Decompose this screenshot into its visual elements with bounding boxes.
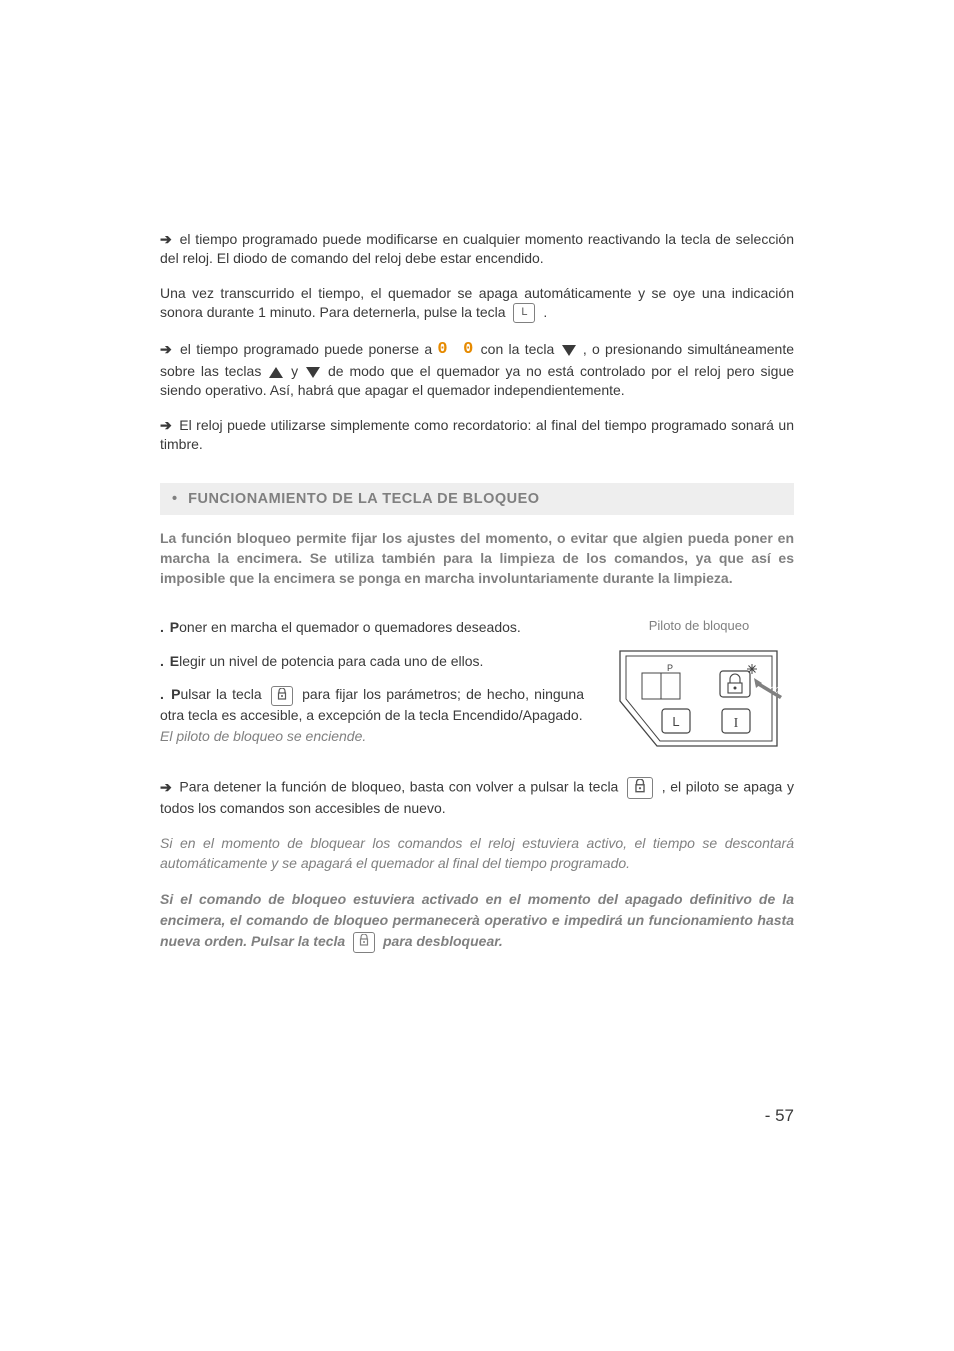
warning-lock-persist: Si el comando de bloqueo estuviera activ… [160,889,794,953]
section-header-bloqueo: • FUNCIONAMIENTO DE LA TECLA DE BLOQUEO [160,483,794,515]
diagram-column: Piloto de bloqueo P [604,618,794,759]
step-cap: E [170,653,179,669]
section-title: FUNCIONAMIENTO DE LA TECLA DE BLOQUEO [188,491,539,507]
arrow-icon: ➔ [160,779,172,795]
step-text: oner en marcha el quemador o quemadores … [179,619,521,635]
digital-display-icon: 0 0 [437,340,475,359]
step-2: . Elegir un nivel de potencia para cada … [160,652,584,672]
triangle-up-icon [269,367,283,378]
step-text: ulsar la tecla [180,686,266,702]
paragraph-reset-zero: ➔ el tiempo programado puede ponerse a 0… [160,339,794,400]
control-panel-diagram: P [612,641,787,756]
arrow-icon: ➔ [160,231,172,247]
svg-text:P: P [666,663,672,673]
lock-key-icon [627,777,653,799]
step-cap: P [170,619,179,635]
paragraph-unlock: ➔ Para detener la función de bloqueo, ba… [160,777,794,818]
text: Para detener la función de bloqueo, bast… [179,779,623,795]
text: el tiempo programado puede modificarse e… [160,231,794,266]
steps-column: . Poner en marcha el quemador o quemador… [160,618,584,747]
step-text: legir un nivel de potencia para cada uno… [179,653,483,669]
arrow-icon: ➔ [160,417,172,433]
intro-paragraph: La función bloqueo permite fijar los aju… [160,529,794,588]
note-clock-active: Si en el momento de bloquear los comando… [160,834,794,873]
arrow-icon: ➔ [160,341,172,357]
step-3-note: El piloto de bloqueo se enciende. [160,727,584,747]
paragraph-time-elapsed: Una vez transcurrido el tiempo, el quema… [160,284,794,323]
text: Una vez transcurrido el tiempo, el quema… [160,285,794,320]
clock-key-icon: L [513,303,535,323]
paragraph-time-modify: ➔ el tiempo programado puede modificarse… [160,230,794,268]
step-3: . Pulsar la tecla para fijar los parámet… [160,685,584,725]
paragraph-reminder: ➔ El reloj puede utilizarse simplemente … [160,416,794,454]
bullet-icon: • [172,491,178,507]
lock-key-icon [353,932,375,953]
lock-key-icon [271,686,293,706]
text: con la tecla [481,341,560,357]
text: el tiempo programado puede ponerse a [180,341,437,357]
step-1: . Poner en marcha el quemador o quemador… [160,618,584,638]
diagram-caption: Piloto de bloqueo [604,618,794,633]
text: . [543,304,547,320]
page-number: - 57 [765,1106,794,1126]
text: El reloj puede utilizarse simplemente co… [160,417,794,452]
svg-text:L: L [672,714,679,729]
triangle-down-icon [306,367,320,378]
triangle-down-icon [562,345,576,356]
text: para desbloquear. [383,933,503,949]
text: y [291,363,304,379]
svg-text:I: I [733,716,738,731]
